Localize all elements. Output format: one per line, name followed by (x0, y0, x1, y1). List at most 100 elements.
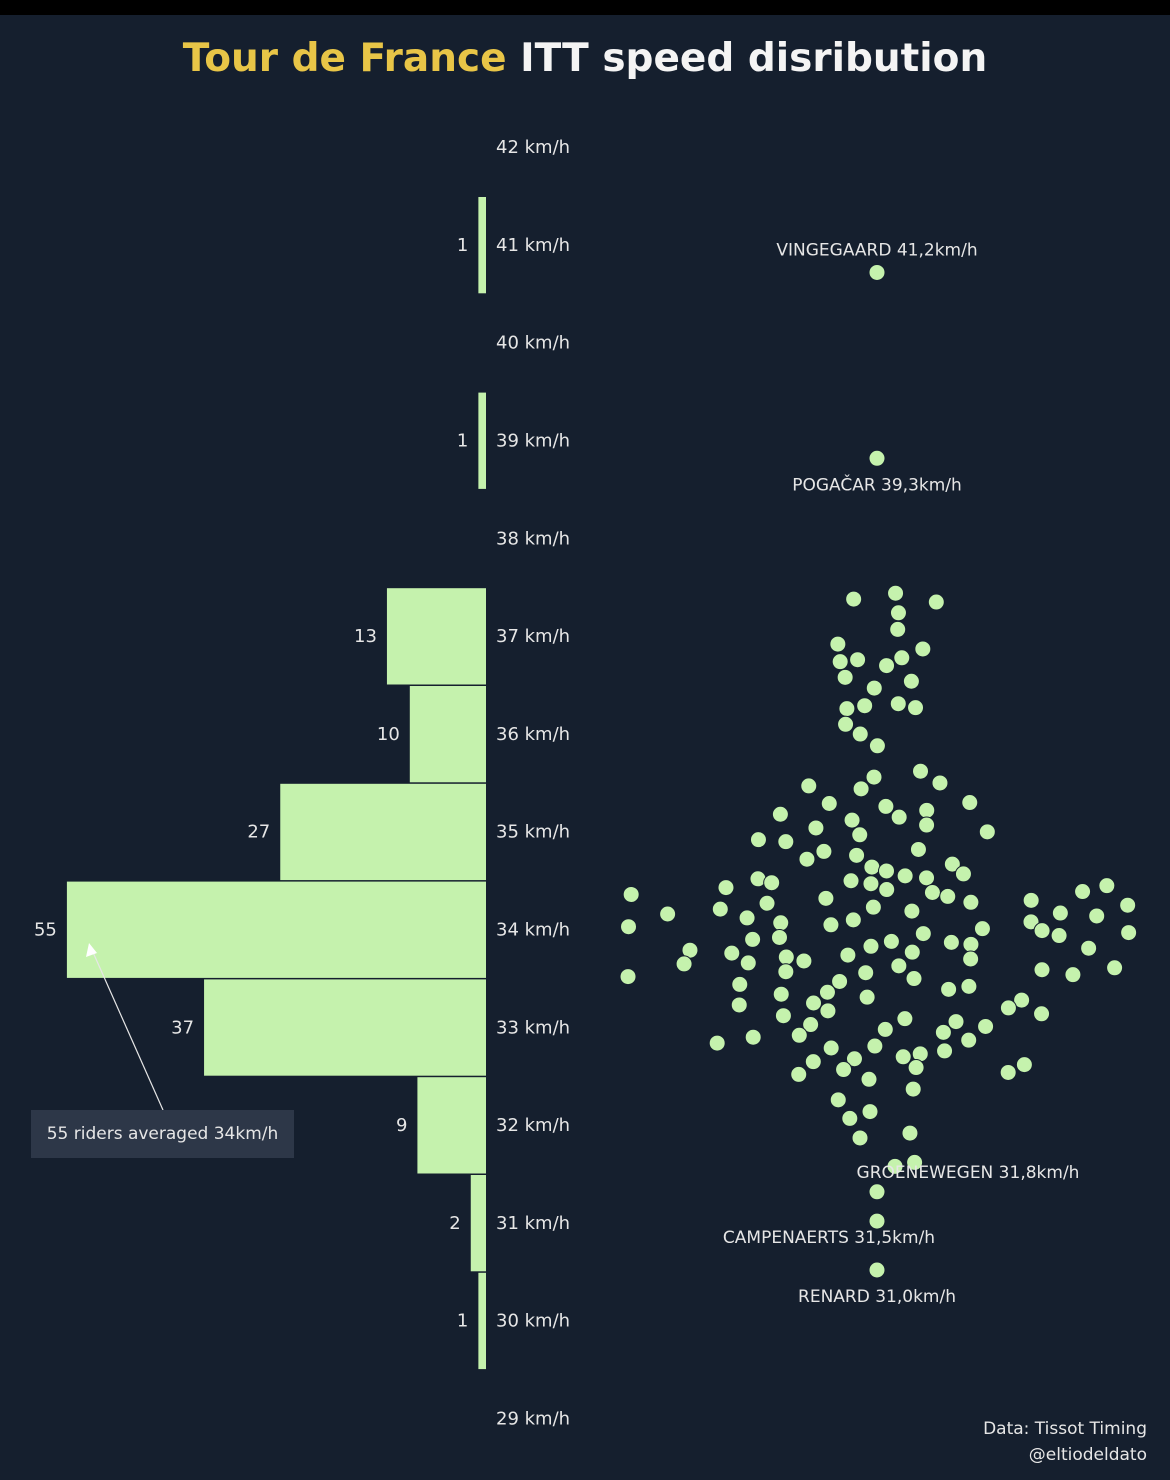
rider-dot (861, 1103, 879, 1121)
rider-dot (1013, 991, 1031, 1009)
rider-dot (822, 1039, 840, 1057)
rider-dot (909, 840, 927, 858)
rider-dot (829, 1091, 847, 1109)
rider-dot (777, 833, 795, 851)
rider-dot (866, 1037, 884, 1055)
rider-dot (1033, 922, 1051, 940)
rider-dot (1106, 959, 1124, 977)
rider-dot (798, 850, 816, 868)
rider-dot (817, 889, 835, 907)
rider-dot (889, 604, 907, 622)
rider-dot (848, 846, 866, 864)
bar-count-label: 13 (354, 626, 377, 647)
rider-dot (918, 801, 936, 819)
axis-tick-label: 33 km/h (496, 1017, 570, 1038)
rider-dot (868, 1183, 886, 1201)
rider-dot (961, 794, 979, 812)
rider-dot (818, 983, 836, 1001)
axis-tick-label: 30 km/h (496, 1311, 570, 1332)
rider-dot (907, 1059, 925, 1077)
rider-dot (864, 898, 882, 916)
rider-dot (1120, 924, 1138, 942)
axis-tick-label: 29 km/h (496, 1409, 570, 1430)
rider-dot (904, 1080, 922, 1098)
rider-dot (962, 893, 980, 911)
rider-dot (771, 805, 789, 823)
rider-dot (822, 916, 840, 934)
rider-dot (837, 715, 855, 733)
top-bar (0, 0, 1170, 15)
rider-dot (1033, 961, 1051, 979)
rider-dot (857, 964, 875, 982)
rider-dot (851, 826, 869, 844)
rider-dot (901, 1124, 919, 1142)
rider-dot (744, 1028, 762, 1046)
title-highlight: Tour de France (182, 36, 507, 81)
rider-dot (865, 679, 883, 697)
rider-dot (731, 975, 749, 993)
axis-tick-label: 41 km/h (496, 235, 570, 256)
rider-dot (802, 1016, 820, 1034)
rider-dot (889, 695, 907, 713)
rider-dot (829, 635, 847, 653)
rider-dot (868, 1212, 886, 1230)
rider-dot (1088, 907, 1106, 925)
bar-count-label: 1 (457, 431, 468, 452)
rider-dot (940, 980, 958, 998)
rider-dot (999, 999, 1017, 1017)
axis-tick-label: 37 km/h (496, 626, 570, 647)
rider-dot (860, 1070, 878, 1088)
rider-dot (862, 937, 880, 955)
rider-dot (889, 620, 907, 638)
rider-dot (849, 651, 867, 669)
rider-dot (1064, 966, 1082, 984)
rider-dot (978, 823, 996, 841)
rider-dot (708, 1034, 726, 1052)
rider-dot (914, 925, 932, 943)
rider-dot (942, 933, 960, 951)
histogram-bar (409, 686, 486, 783)
rider-dot (835, 1061, 853, 1079)
bar-count-label: 37 (171, 1017, 194, 1038)
author-handle: @eltiodeldato (1028, 1445, 1147, 1465)
bar-count-label: 55 (34, 920, 57, 941)
rider-dot (675, 955, 693, 973)
rider-dot (882, 932, 900, 950)
rider-dot (838, 700, 856, 718)
rider-dot (749, 831, 767, 849)
rider-dot (863, 858, 881, 876)
rider-dot (844, 911, 862, 929)
axis-tick-label: 34 km/h (496, 920, 570, 941)
histogram-bar (470, 1175, 486, 1272)
rider-dot (758, 894, 776, 912)
rider-dot (954, 865, 972, 883)
rider-dot (962, 950, 980, 968)
rider-dot (918, 816, 936, 834)
rider-dot (774, 1007, 792, 1025)
rider-dot (738, 909, 756, 927)
axis-tick-label: 42 km/h (496, 137, 570, 158)
rider-dot (815, 842, 833, 860)
rider-dot (717, 879, 735, 897)
rider-label: POGAČAR 39,3km/h (792, 473, 962, 495)
rider-dot (842, 872, 860, 890)
rider-dot (902, 672, 920, 690)
histogram-bar (417, 1077, 486, 1174)
rider-dot (804, 1053, 822, 1071)
rider-label: CAMPENAERTS 31,5km/h (723, 1228, 935, 1248)
rider-dot (858, 988, 876, 1006)
rider-dot (893, 649, 911, 667)
rider-dot (856, 697, 874, 715)
rider-dot (973, 920, 991, 938)
rider-dot (1022, 891, 1040, 909)
rider-dot (1033, 1005, 1051, 1023)
rider-dot (777, 948, 795, 966)
axis-tick-label: 39 km/h (496, 431, 570, 452)
rider-dot (790, 1026, 808, 1044)
rider-dot (659, 905, 677, 923)
rider-dot (770, 928, 788, 946)
rider-label: VINGEGAARD 41,2km/h (776, 240, 977, 260)
rider-dot (845, 590, 863, 608)
axis-tick-label: 32 km/h (496, 1115, 570, 1136)
rider-dot (923, 883, 941, 901)
